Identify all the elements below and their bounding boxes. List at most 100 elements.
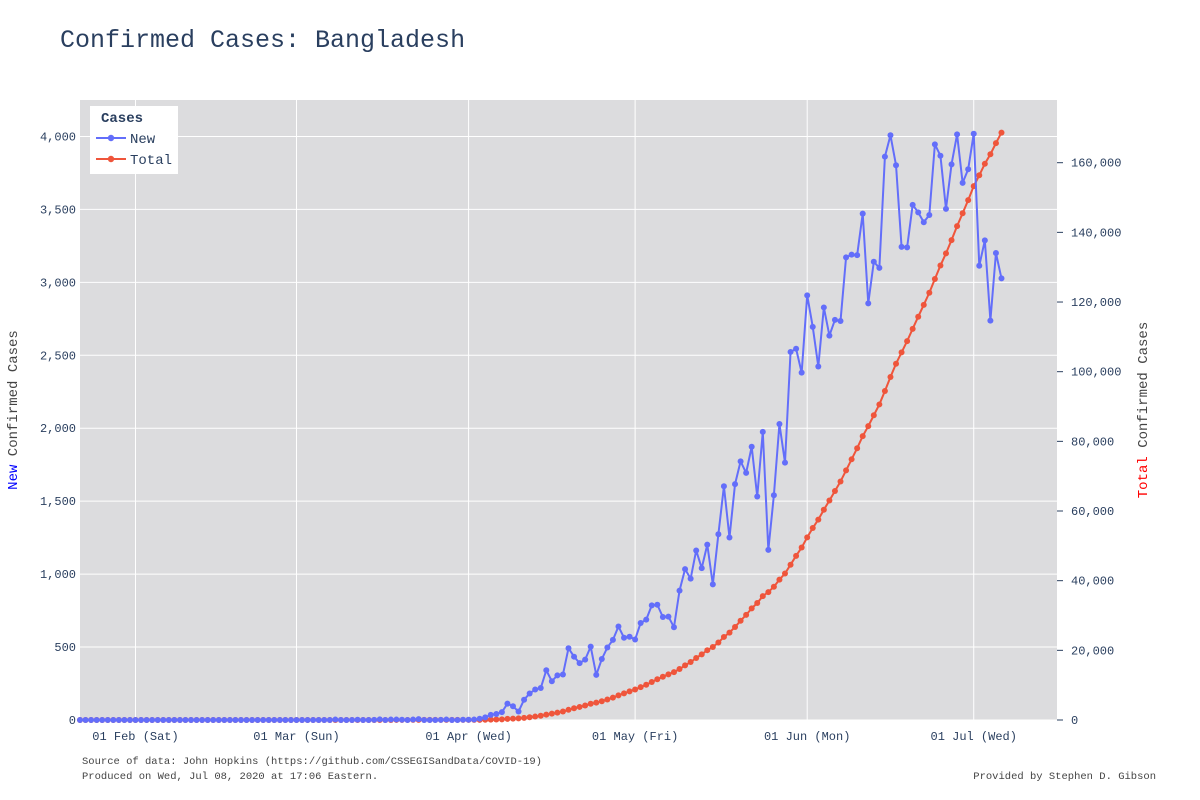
legend-total-marker bbox=[107, 155, 115, 163]
series-total-point bbox=[854, 445, 861, 452]
series-total-point bbox=[732, 623, 739, 630]
series-total-point bbox=[876, 401, 883, 408]
series-total-point bbox=[487, 716, 494, 723]
series-new-point bbox=[743, 469, 750, 476]
series-total-point bbox=[748, 605, 755, 612]
series-total-point bbox=[998, 129, 1005, 136]
series-new-point bbox=[854, 252, 861, 259]
series-total-point bbox=[643, 681, 650, 688]
left-tick-label: 4,000 bbox=[40, 130, 76, 144]
series-new-point bbox=[421, 717, 428, 723]
series-total-point bbox=[609, 694, 616, 701]
plot-background bbox=[80, 100, 1057, 720]
series-total-point bbox=[837, 478, 844, 485]
series-total-point bbox=[515, 715, 522, 722]
series-total-point bbox=[704, 647, 711, 654]
series-new-point bbox=[365, 717, 372, 723]
series-new-point bbox=[559, 671, 566, 678]
series-total-point bbox=[571, 705, 578, 712]
series-new-point bbox=[337, 717, 344, 723]
series-total-point bbox=[659, 673, 666, 680]
right-tick-label: 40,000 bbox=[1071, 575, 1114, 589]
series-new-point bbox=[604, 644, 611, 651]
series-new-point bbox=[93, 717, 100, 723]
series-new-point bbox=[476, 715, 483, 722]
series-total-point bbox=[926, 289, 933, 296]
series-new-point bbox=[554, 672, 561, 679]
left-axis-label: New Confirmed Cases bbox=[6, 330, 22, 490]
series-new-point bbox=[204, 717, 211, 723]
series-total-point bbox=[648, 679, 655, 686]
left-tick-label: 1,500 bbox=[40, 495, 76, 509]
produced-note: Produced on Wed, Jul 08, 2020 at 17:06 E… bbox=[82, 771, 379, 783]
series-new-point bbox=[121, 717, 128, 723]
series-new-point bbox=[498, 709, 505, 716]
series-total-point bbox=[937, 262, 944, 269]
series-new-point bbox=[199, 717, 206, 723]
legend-total-label: Total bbox=[130, 153, 172, 169]
series-new-point bbox=[360, 717, 367, 723]
legend: Cases New Total bbox=[90, 106, 178, 174]
series-new-point bbox=[709, 581, 716, 588]
legend-new-label: New bbox=[130, 132, 156, 148]
series-total-point bbox=[654, 676, 661, 683]
series-new-point bbox=[493, 711, 500, 718]
right-axis-label-total: Total bbox=[1136, 456, 1152, 498]
series-new-point bbox=[460, 716, 467, 723]
right-tick-label: 100,000 bbox=[1071, 366, 1121, 380]
series-total-point bbox=[820, 506, 827, 513]
left-tick-label: 2,000 bbox=[40, 422, 76, 436]
series-new-point bbox=[643, 616, 650, 623]
series-total-point bbox=[698, 651, 705, 658]
series-new-point bbox=[920, 219, 927, 226]
series-total-point bbox=[965, 197, 972, 204]
series-total-point bbox=[815, 516, 822, 523]
series-total-point bbox=[737, 617, 744, 624]
left-tick-label: 0 bbox=[69, 714, 76, 728]
series-total-point bbox=[765, 589, 772, 596]
series-total-point bbox=[931, 276, 938, 283]
series-new-point bbox=[887, 132, 894, 139]
series-total-point bbox=[493, 716, 500, 723]
series-total-point bbox=[715, 639, 722, 646]
right-axis-ticks: 0 20,000 40,000 60,000 80,000 100,000 120,000 1… bbox=[1057, 157, 1121, 728]
series-new-point bbox=[926, 211, 933, 218]
series-new-point bbox=[254, 717, 261, 723]
series-total-point bbox=[615, 692, 622, 699]
series-total-point bbox=[521, 714, 528, 721]
series-new-point bbox=[621, 634, 628, 641]
series-new-point bbox=[893, 162, 900, 169]
series-total-point bbox=[843, 467, 850, 474]
left-tick-label: 3,500 bbox=[40, 203, 76, 217]
series-new-point bbox=[632, 636, 639, 643]
series-total-point bbox=[770, 583, 777, 590]
series-new-point bbox=[249, 717, 256, 723]
series-new-point bbox=[260, 717, 267, 723]
series-new-point bbox=[881, 153, 888, 160]
series-new-point bbox=[299, 717, 306, 723]
series-new-point bbox=[404, 717, 411, 723]
series-total-point bbox=[754, 600, 761, 607]
series-new-point bbox=[88, 717, 95, 723]
series-new-point bbox=[443, 716, 450, 723]
credit-note: Provided by Stephen D. Gibson bbox=[973, 771, 1156, 783]
series-new-point bbox=[215, 717, 222, 723]
series-new-point bbox=[315, 717, 322, 723]
series-new-point bbox=[387, 716, 394, 723]
series-new-point bbox=[970, 130, 977, 137]
series-total-point bbox=[793, 552, 800, 559]
right-axis-label: Total Confirmed Cases bbox=[1136, 322, 1152, 498]
right-axis-label-rest: Confirmed Cases bbox=[1136, 322, 1152, 456]
left-tick-label: 1,000 bbox=[40, 568, 76, 582]
series-new-point bbox=[759, 428, 766, 435]
series-new-point bbox=[276, 717, 283, 723]
series-new-point bbox=[526, 690, 533, 697]
series-total-point bbox=[548, 710, 555, 717]
series-new-point bbox=[343, 717, 350, 723]
series-new-point bbox=[748, 443, 755, 450]
left-tick-label: 500 bbox=[54, 641, 76, 655]
series-total-point bbox=[759, 593, 766, 600]
series-new-point bbox=[815, 363, 822, 370]
series-new-point bbox=[188, 717, 195, 723]
